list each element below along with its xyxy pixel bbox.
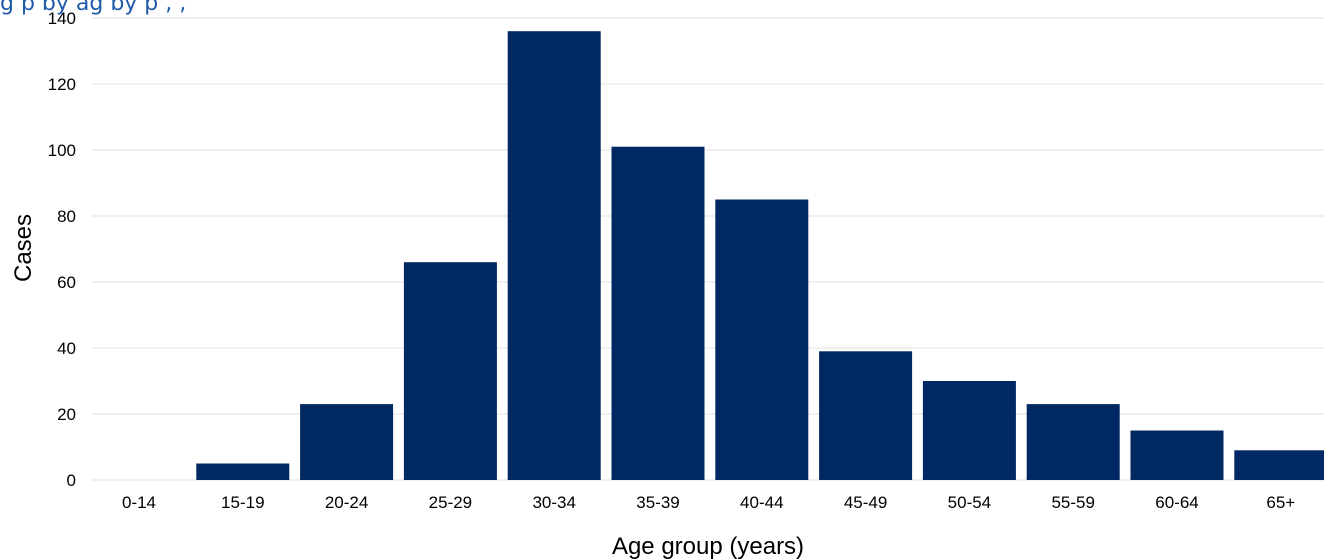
x-tick-label: 0-14	[122, 493, 156, 512]
y-tick-label: 140	[48, 9, 76, 28]
bar-20-24	[300, 404, 394, 480]
x-tick-label: 35-39	[636, 493, 679, 512]
x-tick-label: 65+	[1266, 493, 1295, 512]
bars	[196, 31, 1324, 480]
y-tick-label: 120	[48, 75, 76, 94]
x-tick-label: 50-54	[948, 493, 991, 512]
bar-30-34	[507, 31, 601, 480]
chart-title: g p by ag by p , ,	[0, 0, 186, 16]
y-tick-label: 20	[57, 405, 76, 424]
bar-40-44	[715, 199, 809, 480]
x-tick-label: 40-44	[740, 493, 783, 512]
y-tick-label: 60	[57, 273, 76, 292]
y-tick-label: 0	[67, 471, 76, 490]
x-tick-label: 25-29	[429, 493, 472, 512]
x-tick-label: 60-64	[1155, 493, 1198, 512]
bar-55-59	[1026, 404, 1120, 480]
bar-25-29	[403, 262, 497, 480]
bar-35-39	[611, 146, 705, 480]
x-tick-label: 15-19	[221, 493, 264, 512]
x-tick-label: 45-49	[844, 493, 887, 512]
y-tick-label: 100	[48, 141, 76, 160]
bar-50-54	[922, 381, 1016, 480]
x-tick-label: 30-34	[532, 493, 575, 512]
bar-60-64	[1130, 430, 1224, 480]
bar-15-19	[196, 463, 290, 480]
x-tick-label: 55-59	[1051, 493, 1094, 512]
y-tick-label: 80	[57, 207, 76, 226]
y-axis-ticks: 0 20 40 60 80 100 120 140	[48, 9, 76, 490]
x-axis-ticks: 0-14 15-19 20-24 25-29 30-34 35-39 40-44 45-49 5…	[122, 493, 1295, 512]
y-axis-title: Cases	[10, 214, 37, 282]
x-tick-label: 20-24	[325, 493, 368, 512]
bar-65+	[1234, 450, 1324, 480]
gridlines	[92, 17, 1324, 481]
x-axis-title: Age group (years)	[612, 533, 804, 560]
y-tick-label: 40	[57, 339, 76, 358]
bar-45-49	[819, 351, 913, 480]
